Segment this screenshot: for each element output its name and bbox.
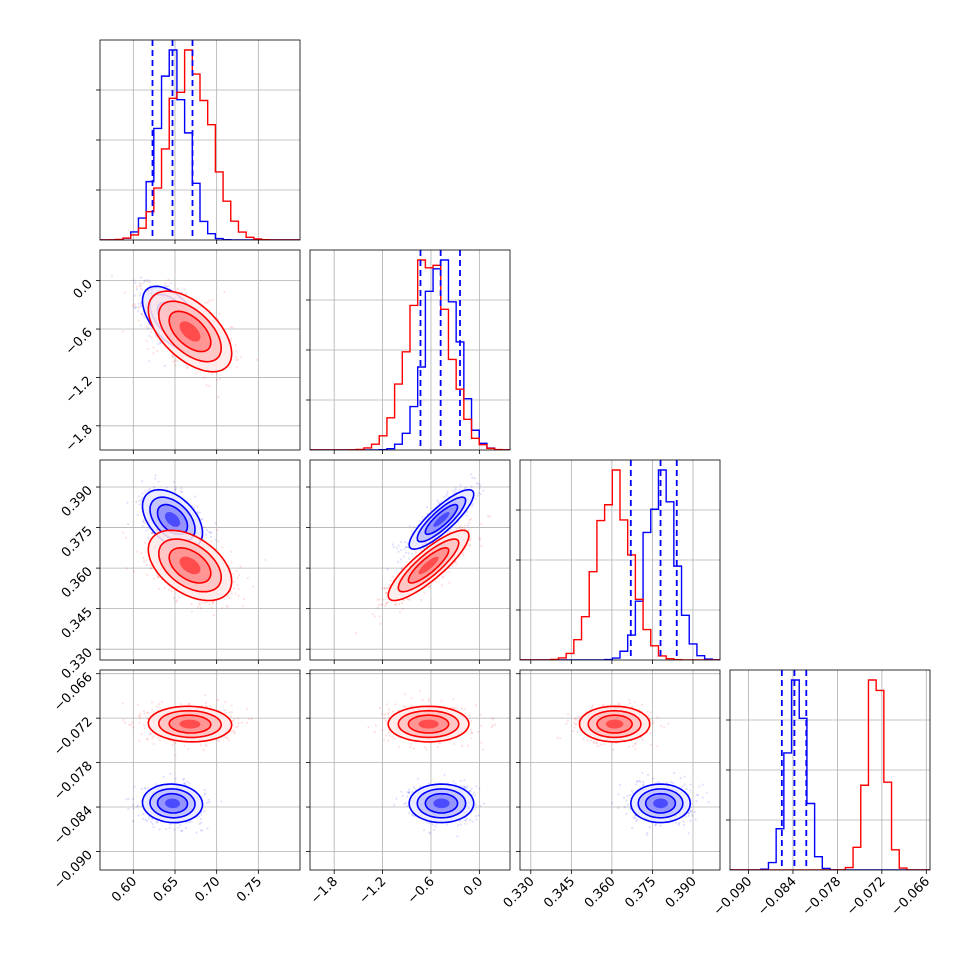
y-tick-label: −1.2: [63, 374, 96, 407]
y-tick-label: −0.084: [51, 803, 96, 848]
x-tick-label: 0.375: [622, 874, 659, 911]
x-tick-label: −0.090: [711, 874, 756, 919]
y-tick-label: −0.078: [51, 759, 96, 804]
x-tick-label: −0.084: [755, 874, 800, 919]
x-tick-label: −1.8: [308, 874, 341, 907]
histogram-series-1: [520, 469, 720, 660]
y-tick-label: 0.375: [59, 524, 96, 561]
histogram-series-0: [730, 679, 930, 870]
panel-frame: [519, 669, 721, 871]
contour-series-1-level-3: [418, 556, 439, 575]
scatter-panel-3-1: −1.8 −1.2 −0.6 0.0: [306, 669, 511, 907]
y-tick-label: 0.390: [59, 483, 96, 520]
x-tick-label: 0.75: [234, 874, 265, 905]
x-tick-label: 0.0: [461, 874, 486, 899]
scatter-panel-3-2: 0.330 0.345 0.360 0.375 0.390: [501, 669, 721, 911]
y-tick-label: 0.360: [59, 564, 96, 601]
x-tick-label: −0.072: [844, 874, 889, 919]
x-tick-label: 0.345: [541, 874, 578, 911]
y-tick-label: −0.072: [51, 714, 96, 759]
contour-series-0-level-3: [165, 798, 180, 809]
x-tick-label: 0.60: [109, 874, 140, 905]
scatter-panel-1-0: −1.8 −1.2 −0.6 0.0: [63, 249, 301, 455]
x-tick-label: −1.2: [356, 874, 389, 907]
x-tick-label: 0.65: [151, 874, 182, 905]
histogram-panel-3: −0.090 −0.084 −0.078 −0.072 −0.066: [711, 669, 933, 919]
x-tick-label: 0.360: [582, 874, 619, 911]
y-tick-label: 0.345: [59, 605, 96, 642]
contour-series-1-level-3: [418, 719, 439, 729]
y-tick-label: −0.6: [63, 325, 96, 358]
contour-series-0-level-3: [653, 798, 668, 809]
histogram-panel-0: [96, 39, 301, 244]
y-tick-label: −1.8: [63, 422, 96, 455]
panel-frame: [309, 459, 511, 661]
panel-frame: [99, 249, 301, 451]
x-tick-label: −0.078: [800, 874, 845, 919]
y-tick-label: −0.090: [51, 848, 96, 893]
panel-frame: [309, 669, 511, 871]
histogram-series-0: [310, 259, 510, 450]
panel-frame: [99, 669, 301, 871]
contour-series-0-level-3: [165, 512, 180, 527]
contour-series-1-level-3: [179, 556, 201, 575]
x-tick-label: 0.330: [501, 874, 538, 911]
contour-series-1-level-3: [179, 719, 201, 729]
y-tick-label: 0.0: [71, 277, 96, 302]
scatter-panel-2-1: [306, 459, 511, 664]
scatter-panel-3-0: 0.60 0.65 0.70 0.75 −0.090−0.084−0.078−0.072…: [51, 669, 301, 905]
x-tick-label: −0.066: [888, 874, 933, 919]
histogram-series-1: [730, 679, 930, 870]
histogram-panel-1: [306, 249, 511, 454]
contour-series-1-level-3: [605, 719, 624, 729]
contour-series-0-level-3: [433, 798, 450, 809]
contour-series-0-level-3: [433, 512, 450, 527]
x-tick-label: −0.6: [405, 874, 438, 907]
panel-frame: [99, 459, 301, 661]
histogram-panel-2: [516, 459, 721, 664]
x-tick-label: 0.390: [663, 874, 700, 911]
x-tick-label: 0.70: [192, 874, 223, 905]
contour-series-1-level-3: [179, 321, 201, 342]
